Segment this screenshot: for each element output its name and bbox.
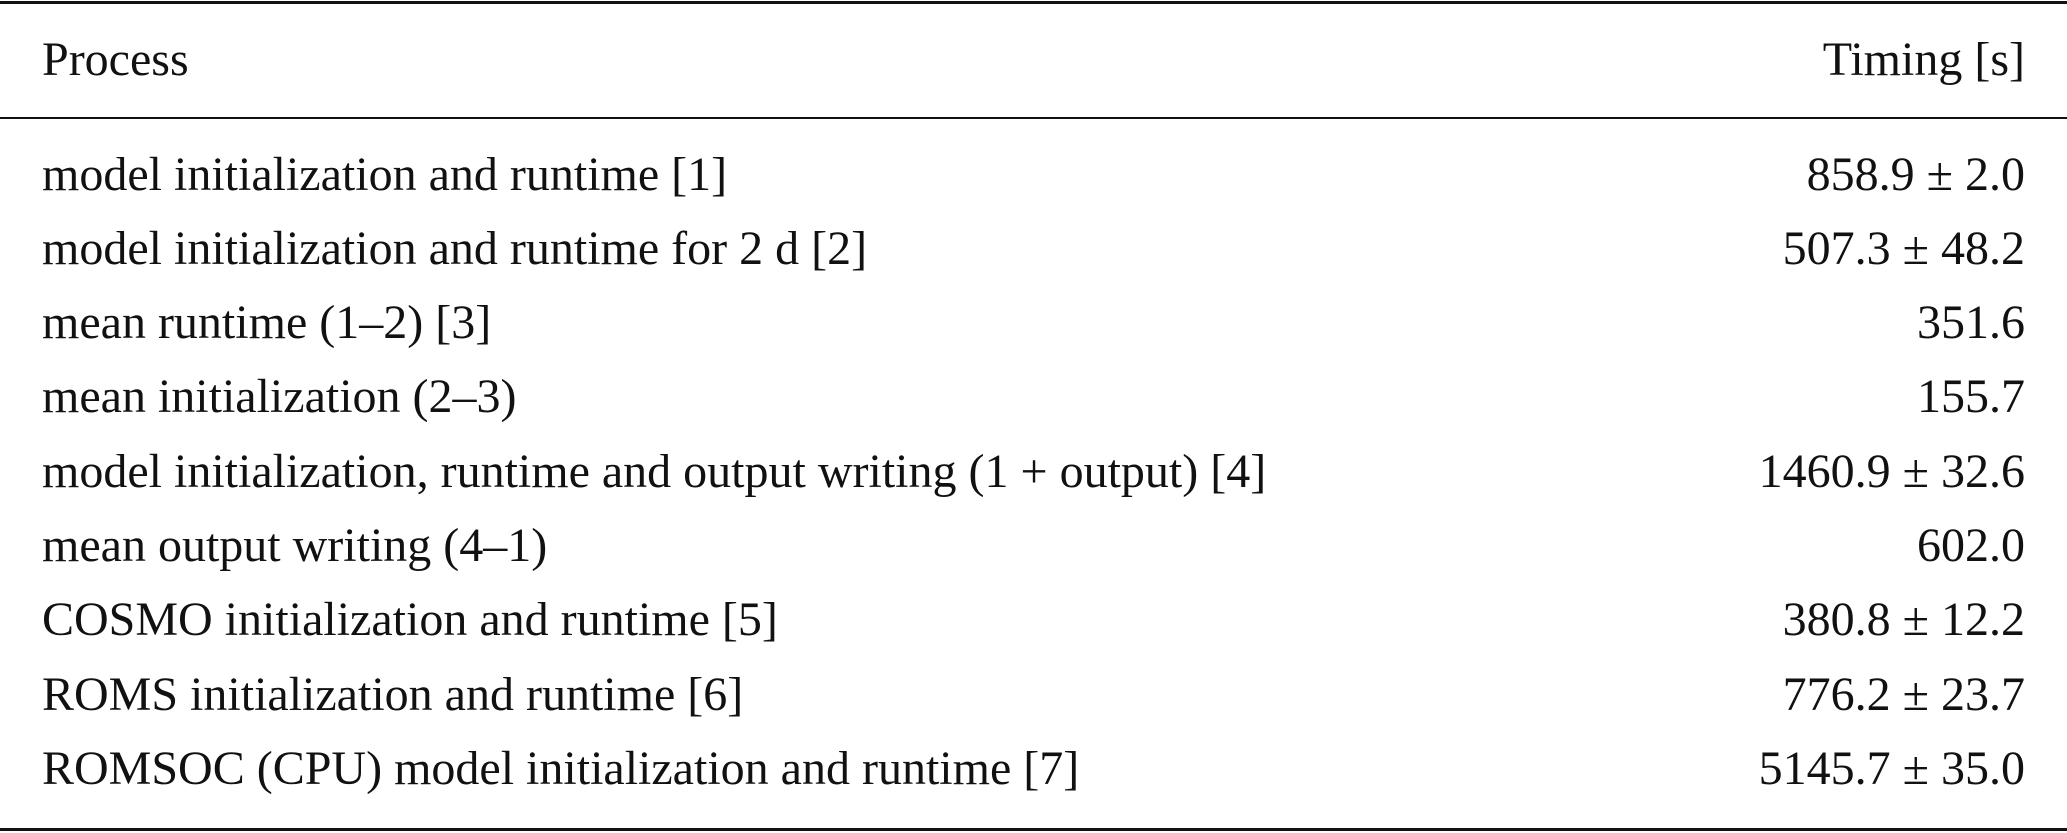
timing-cell: 776.2 ± 23.7 <box>1782 667 2025 721</box>
process-cell: model initialization and runtime [1] <box>42 147 728 201</box>
table-row: model initialization and runtime for 2 d… <box>42 211 2025 285</box>
table-row: mean runtime (1–2) [3] 351.6 <box>42 286 2025 360</box>
table-row: mean output writing (4–1) 602.0 <box>42 509 2025 583</box>
top-rule <box>0 1 2067 4</box>
process-cell: mean initialization (2–3) <box>42 370 517 424</box>
timing-cell: 5145.7 ± 35.0 <box>1758 741 2025 795</box>
process-cell: mean output writing (4–1) <box>42 519 548 572</box>
table-row: ROMS initialization and runtime [6] 776.2… <box>42 657 2025 731</box>
timing-cell: 155.7 <box>1917 370 2025 424</box>
timing-cell: 858.9 ± 2.0 <box>1806 147 2025 201</box>
process-cell: ROMSOC (CPU) model initialization and ru… <box>42 741 1080 795</box>
header-timing: Timing [s] <box>1822 32 2025 86</box>
process-cell: mean runtime (1–2) [3] <box>42 296 492 350</box>
table-header: Process Timing [s] <box>42 22 2025 96</box>
process-cell: model initialization and runtime for 2 d… <box>42 221 868 275</box>
timing-cell: 507.3 ± 48.2 <box>1782 221 2025 275</box>
header-process: Process <box>42 32 189 86</box>
timing-cell: 1460.9 ± 32.6 <box>1758 444 2025 498</box>
table-row: ROMSOC (CPU) model initialization and ru… <box>42 731 2025 805</box>
timing-cell: 351.6 <box>1917 296 2025 350</box>
timing-cell: 380.8 ± 12.2 <box>1782 593 2025 647</box>
process-cell: model initialization, runtime and output… <box>42 444 1267 498</box>
header-rule <box>0 117 2067 119</box>
bottom-rule <box>0 828 2067 831</box>
process-cell: COSMO initialization and runtime [5] <box>42 593 778 647</box>
table-row: COSMO initialization and runtime [5] 380.… <box>42 583 2025 657</box>
table-row: model initialization and runtime [1] 858.… <box>42 137 2025 211</box>
timing-cell: 602.0 <box>1917 519 2025 572</box>
process-cell: ROMS initialization and runtime [6] <box>42 667 744 721</box>
table-row: mean initialization (2–3) 155.7 <box>42 360 2025 434</box>
table-row: model initialization, runtime and output… <box>42 434 2025 508</box>
